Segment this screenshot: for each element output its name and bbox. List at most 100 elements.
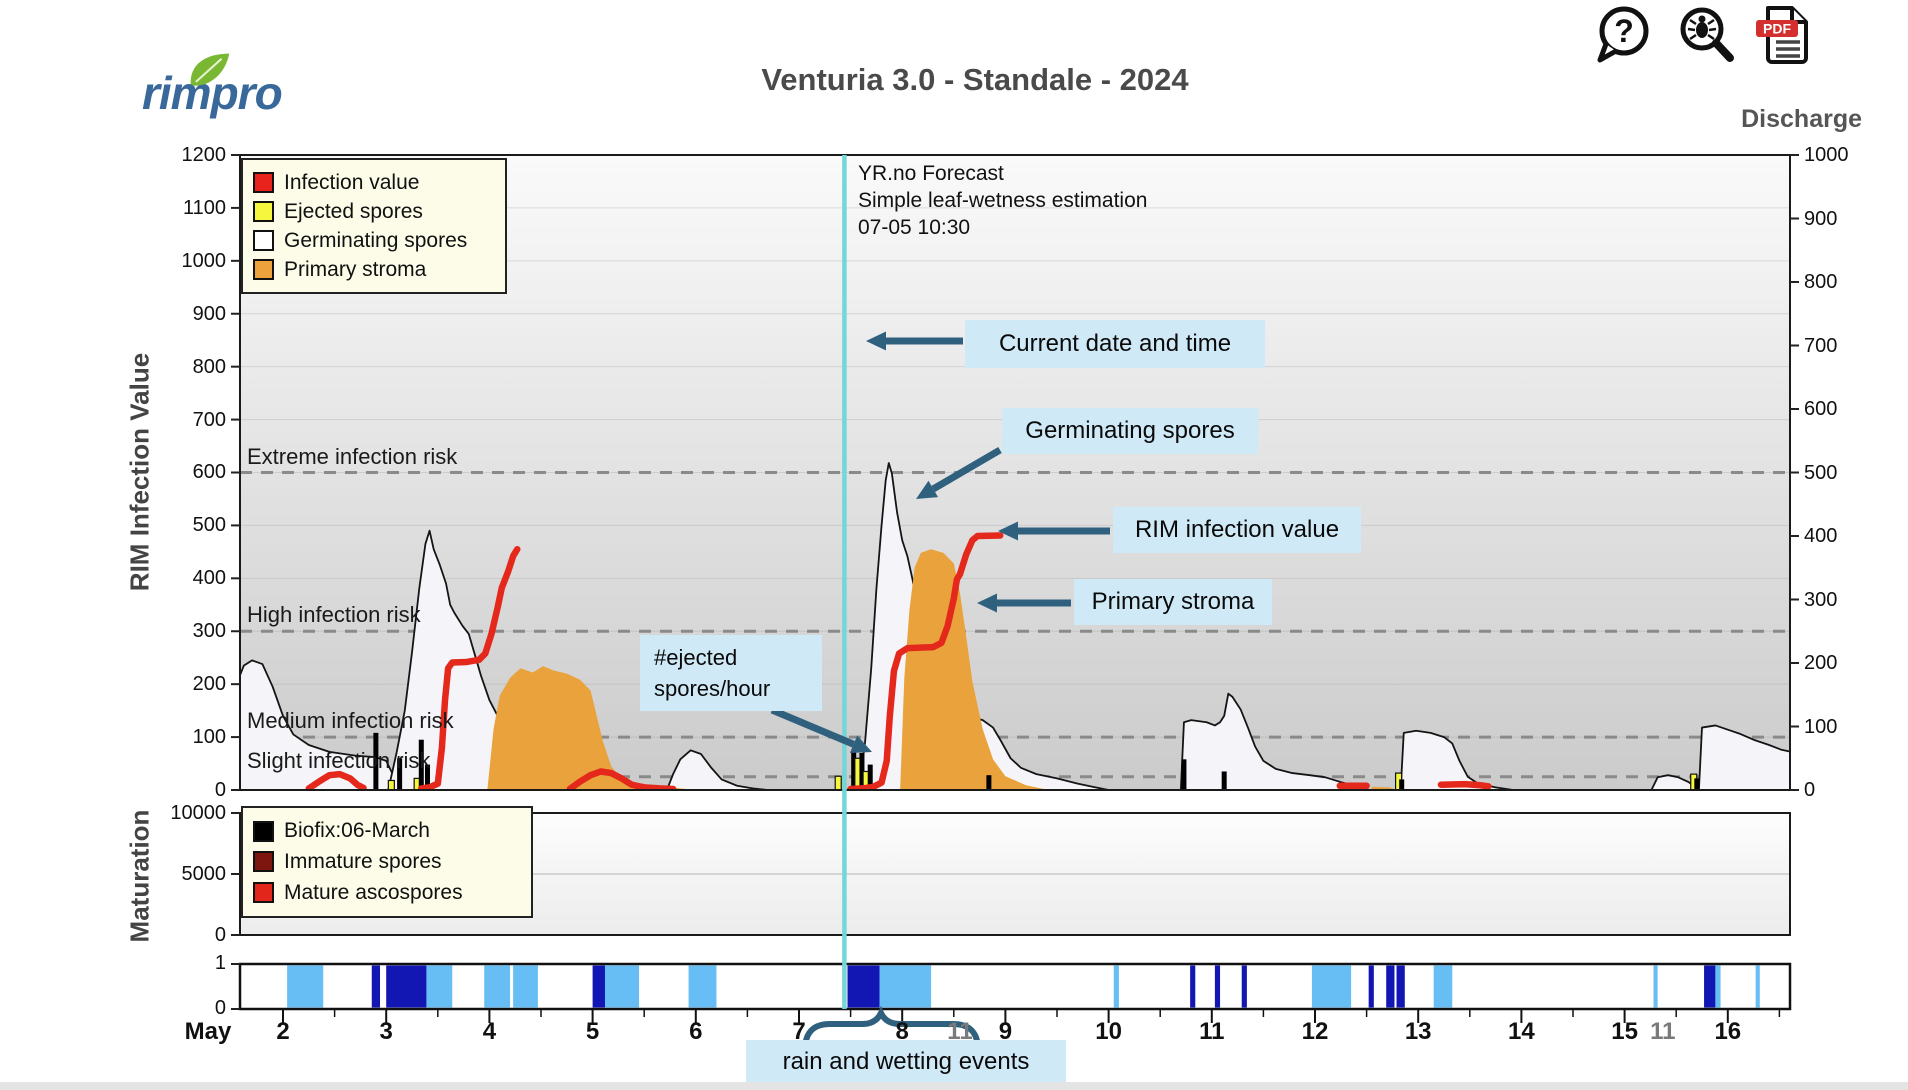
germinating-spores-area (1698, 724, 1790, 790)
y-left-tick-label: 0 (214, 779, 226, 801)
y-left-tick-label: 300 (192, 620, 226, 643)
y-left-tick-label: 800 (192, 355, 226, 378)
wetting-event-segment (484, 965, 511, 1008)
risk-label-extreme: Extreme infection risk (247, 444, 458, 469)
legend-item-immature-spores: Immature spores (253, 850, 521, 874)
wetting-event-segment (1311, 965, 1352, 1008)
primary-stroma-area (487, 666, 696, 790)
x-day-label: 14 (1508, 1018, 1535, 1045)
germinating-spores-area (1179, 692, 1370, 790)
inspect-bug-icon[interactable] (1674, 4, 1736, 69)
help-icon[interactable]: ? (1592, 4, 1656, 69)
x-month-label: May (184, 1018, 232, 1045)
x-day-label: 6 (689, 1018, 703, 1045)
y-left-tick-label: 1200 (181, 143, 227, 166)
svg-text:PDF: PDF (1763, 21, 1791, 37)
spore-bar (859, 752, 865, 790)
rain-event-segment (847, 965, 880, 1008)
rain-event-segment (1386, 965, 1395, 1008)
rim-infection-value-line (418, 545, 521, 790)
maturation-tick-label: 10000 (170, 802, 226, 824)
ejected-spores-bar (387, 779, 395, 790)
x-day-label: 2 (276, 1018, 290, 1045)
y-right-tick-label: 800 (1804, 271, 1838, 293)
y-right-tick-label: 1000 (1804, 144, 1849, 166)
callout-rim-infection-value: RIM infection value (1113, 507, 1361, 553)
spore-bar (397, 758, 403, 790)
wetting-event-segment (879, 965, 932, 1008)
forecast-source: YR.no Forecast (858, 162, 1004, 185)
x-day-label: 16 (1714, 1018, 1742, 1045)
annotation-arrowhead (916, 480, 939, 499)
wetting-event-segment (1653, 965, 1658, 1008)
rain-event-segment (386, 965, 427, 1008)
rain-event-segment (592, 965, 605, 1008)
annotation-arrow (770, 706, 855, 748)
y-right-tick-label: 500 (1804, 461, 1838, 484)
legend-item-biofix: Biofix:06-March (253, 819, 521, 843)
toolbar: ? (1592, 4, 1814, 69)
rim-infection-value-line (566, 768, 677, 790)
y-left-tick-label: 900 (192, 302, 226, 325)
y-left-tick-label: 1100 (182, 196, 226, 219)
legend-swatch-infection-value (253, 172, 274, 193)
pdf-export-icon[interactable]: PDF (1754, 4, 1814, 69)
spore-bar (424, 764, 430, 790)
annotation-arrowhead (998, 521, 1018, 541)
leaf-icon (188, 44, 232, 98)
main-series-layer (240, 462, 1790, 790)
maturation-tick-label: 5000 (181, 863, 227, 885)
x-day-label: 11 (1199, 1018, 1225, 1045)
spore-bar (1399, 779, 1405, 790)
legend-swatch-primary-stroma (253, 259, 274, 280)
annotation-arrowhead (866, 331, 886, 351)
x-day-label: 10 (1095, 1018, 1122, 1045)
forecast-method: Simple leaf-wetness estimation (858, 189, 1148, 212)
spore-bar (418, 739, 424, 790)
y-left-tick-label: 400 (192, 567, 226, 590)
spore-bar (1694, 778, 1700, 790)
svg-text:?: ? (1614, 13, 1634, 49)
x-day-label: 9 (998, 1018, 1013, 1045)
primary-stroma-area (900, 549, 1049, 790)
legend-swatch-biofix (253, 820, 274, 842)
x-day-label: 15 (1611, 1018, 1638, 1045)
rain-bar-border (238, 962, 1792, 1011)
germinating-spores-area (666, 749, 769, 790)
wetting-event-segment (1715, 965, 1721, 1008)
legend-item-primary-stroma: Primary stroma (253, 258, 495, 282)
wetting-event-segment (513, 965, 538, 1008)
x-day-label: 7 (792, 1018, 806, 1045)
rain-event-segment (1190, 965, 1196, 1008)
rain-event-segment (1241, 965, 1247, 1008)
maturation-tick-label: 0 (214, 924, 226, 946)
y-left-tick-label: 500 (192, 514, 226, 537)
rim-infection-value-line (847, 532, 1004, 790)
risk-label-slight: Slight infection risk (247, 748, 431, 773)
rimpro-logo: rimpro (142, 53, 283, 120)
y-right-tick-label: 400 (1804, 525, 1838, 547)
spore-bar (1181, 759, 1187, 790)
rain-event-segment (1214, 965, 1221, 1008)
y-left-tick-label: 700 (192, 408, 226, 431)
rain-event-segment (1368, 965, 1374, 1008)
legend-swatch-ejected-spores (253, 201, 274, 222)
y-right-tick-label: 100 (1804, 715, 1838, 738)
legend-swatch-mature-ascospores (253, 882, 274, 904)
callout-current-time: Current date and time (965, 320, 1265, 368)
wetting-event-segment (426, 965, 453, 1008)
rim-infection-value-line (305, 770, 367, 790)
x-day-label: 3 (379, 1018, 393, 1045)
y-right-tick-label: 600 (1804, 398, 1838, 420)
wetting-event-segment (1113, 965, 1119, 1008)
x-extra-label: 11 (1650, 1018, 1676, 1045)
wetting-event-segment (287, 965, 324, 1008)
y-right-tick-label: 700 (1804, 334, 1838, 357)
annotation-arrowhead (977, 593, 997, 613)
y-left-tick-label: 1000 (181, 249, 227, 272)
ejected-spores-bar (834, 775, 842, 790)
x-day-label: 8 (895, 1018, 909, 1045)
wetting-event-segment (1755, 965, 1760, 1008)
risk-label-high: High infection risk (247, 602, 421, 627)
